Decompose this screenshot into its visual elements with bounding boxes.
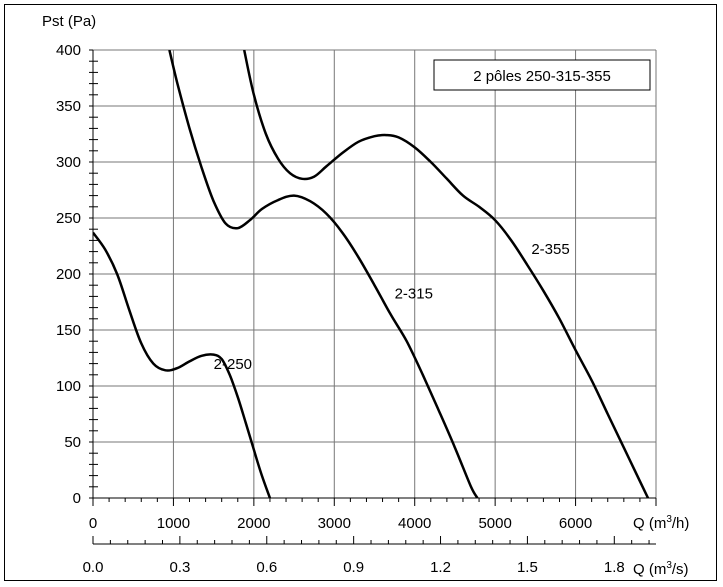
y-tick-label: 350 — [56, 98, 81, 115]
x-top-tick-label: 2000 — [237, 515, 270, 532]
y-tick-label: 50 — [64, 434, 81, 451]
curve-label-2-355: 2-355 — [531, 241, 569, 258]
y-tick-label: 100 — [56, 378, 81, 395]
x-bottom-tick-label: 1.2 — [430, 559, 451, 576]
curve-label-2-315: 2-315 — [395, 286, 433, 303]
minor-ticks — [89, 49, 657, 544]
y-tick-label: 0 — [73, 490, 81, 507]
x-top-tick-label: 4000 — [398, 515, 431, 532]
curves — [93, 50, 650, 498]
x-bottom-tick-label: 1.5 — [517, 559, 538, 576]
x-top-tick-label: 6000 — [559, 515, 592, 532]
y-tick-label: 400 — [56, 42, 81, 59]
legend-box-text: 2 pôles 250-315-355 — [473, 68, 611, 85]
x-bottom-tick-label: 0.0 — [83, 559, 104, 576]
legend-box — [433, 59, 651, 91]
x-axis-top-title: Q (m3/h) — [633, 514, 689, 532]
x-bottom-tick-label: 0.9 — [343, 559, 364, 576]
x-axis-top-title-prefix: Q (m — [633, 515, 666, 532]
x-axis-bottom-title-suffix: /s) — [672, 561, 689, 578]
curve-label-2-250: 2-250 — [214, 356, 252, 373]
x-top-tick-label: 3000 — [318, 515, 351, 532]
grid — [92, 49, 657, 499]
y-axis-title: Pst (Pa) — [42, 13, 96, 30]
y-tick-label: 250 — [56, 210, 81, 227]
x-axis-bottom-title: Q (m3/s) — [633, 560, 689, 578]
curve-2-355 — [242, 50, 650, 498]
x-axis-top-title-suffix: /h) — [672, 515, 690, 532]
x-axis-bottom-title-sup: 3 — [666, 560, 672, 571]
axes — [92, 50, 656, 545]
y-tick-label: 200 — [56, 266, 81, 283]
x-top-tick-label: 0 — [89, 515, 97, 532]
x-bottom-tick-label: 0.3 — [169, 559, 190, 576]
y-tick-label: 150 — [56, 322, 81, 339]
x-top-tick-label: 1000 — [157, 515, 190, 532]
curve-2-315 — [168, 50, 479, 498]
x-top-tick-label: 5000 — [478, 515, 511, 532]
x-bottom-tick-label: 0.6 — [256, 559, 277, 576]
curve-2-250 — [93, 231, 272, 498]
x-bottom-tick-label: 1.8 — [604, 559, 625, 576]
x-axis-bottom-title-prefix: Q (m — [633, 561, 666, 578]
y-tick-label: 300 — [56, 154, 81, 171]
x-axis-top-title-sup: 3 — [666, 514, 672, 525]
